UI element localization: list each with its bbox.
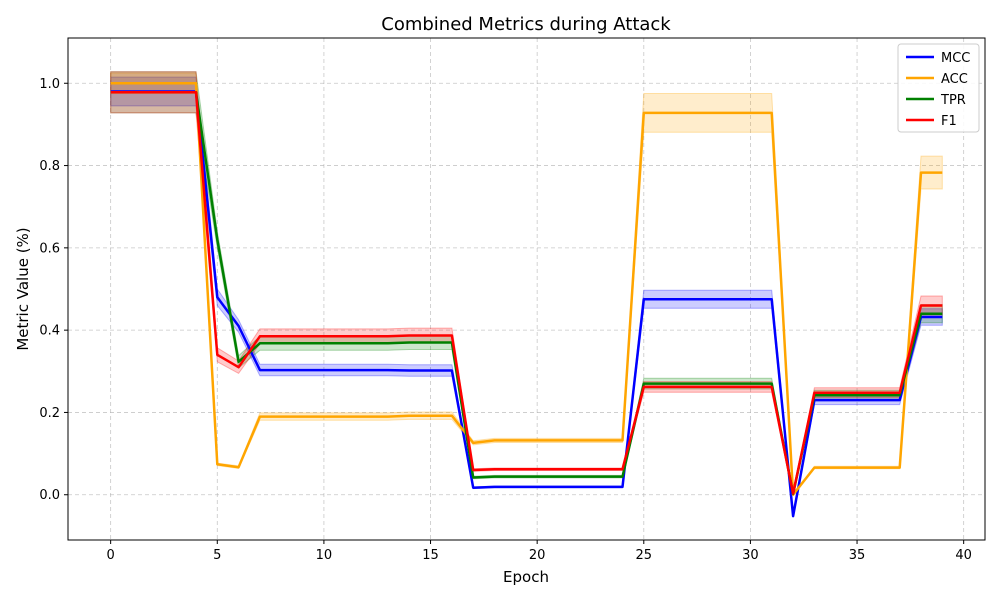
y-axis-ticks: 0.0 0.2 0.4 0.6 0.8 1.0 [39, 77, 68, 503]
x-axis-label: Epoch [503, 568, 549, 586]
x-tick-label: 15 [422, 548, 439, 563]
band-acc [110, 72, 943, 497]
x-tick-label: 5 [213, 548, 221, 563]
series-lines [110, 82, 943, 518]
x-tick-label: 40 [955, 548, 972, 563]
x-axis-ticks: 0 5 10 15 20 25 30 35 40 [107, 540, 972, 563]
line-mcc [110, 90, 943, 518]
legend-box [897, 43, 980, 133]
confidence-bands [110, 71, 943, 518]
x-tick-label: 10 [316, 548, 333, 563]
plot-frame [67, 37, 986, 541]
x-tick-label: 35 [849, 548, 866, 563]
legend-label-acc: ACC [941, 72, 968, 87]
y-tick-label: 0.6 [39, 241, 60, 256]
band-mcc [110, 76, 943, 518]
y-axis-label: Metric Value (%) [14, 227, 32, 350]
legend: MCC ACC TPR F1 [897, 43, 980, 133]
line-acc [110, 82, 943, 496]
x-tick-label: 0 [107, 548, 115, 563]
x-tick-label: 20 [529, 548, 546, 563]
y-tick-label: 0.0 [39, 488, 60, 503]
y-tick-label: 1.0 [39, 77, 60, 92]
line-f1 [110, 91, 943, 495]
x-tick-label: 25 [636, 548, 653, 563]
chart-title: Combined Metrics during Attack [381, 14, 671, 35]
band-tpr [110, 71, 943, 495]
legend-label-mcc: MCC [941, 51, 970, 66]
y-tick-label: 0.2 [39, 406, 60, 421]
y-tick-label: 0.4 [39, 324, 60, 339]
line-tpr [110, 91, 943, 496]
legend-label-f1: F1 [941, 114, 957, 129]
grid [68, 38, 985, 540]
y-tick-label: 0.8 [39, 159, 60, 174]
legend-label-tpr: TPR [940, 93, 966, 108]
band-f1 [110, 71, 943, 495]
x-tick-label: 30 [742, 548, 759, 563]
